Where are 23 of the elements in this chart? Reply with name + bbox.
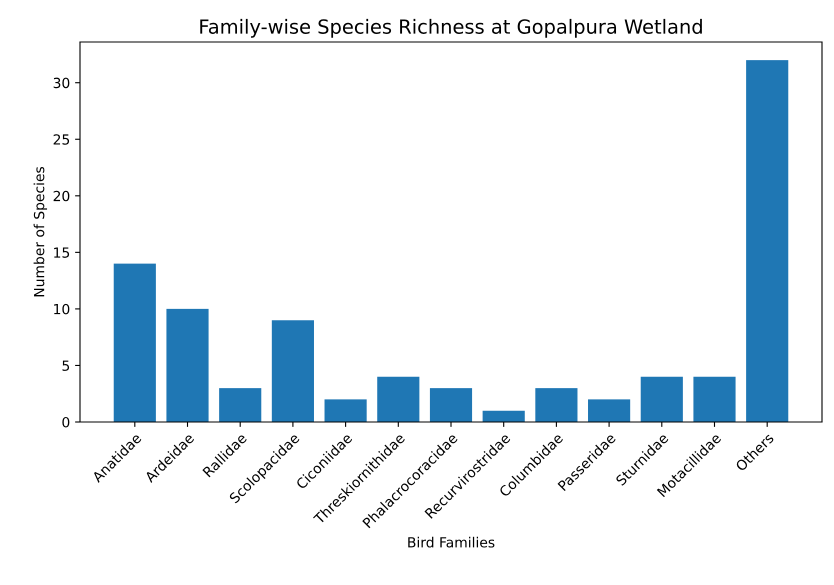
bar bbox=[746, 60, 788, 422]
y-tick-label: 10 bbox=[54, 304, 70, 314]
x-axis-title: Bird Families bbox=[408, 536, 494, 548]
bar bbox=[272, 320, 314, 422]
bar bbox=[166, 308, 209, 422]
y-tick-label: 15 bbox=[54, 248, 70, 258]
bar bbox=[377, 376, 420, 422]
bar bbox=[219, 388, 262, 422]
y-tick-label: 0 bbox=[62, 416, 70, 428]
bar bbox=[588, 399, 630, 422]
bar bbox=[482, 410, 525, 422]
bar bbox=[640, 376, 683, 422]
y-tick-label: 5 bbox=[62, 360, 70, 371]
y-tick-label: 25 bbox=[54, 134, 70, 145]
bar bbox=[535, 388, 578, 422]
y-tick-label: 30 bbox=[54, 78, 70, 88]
y-axis-title: Number of Species bbox=[34, 166, 48, 296]
y-tick-label: 20 bbox=[54, 190, 70, 202]
bar bbox=[693, 376, 736, 422]
bar bbox=[114, 264, 156, 422]
bar bbox=[324, 399, 367, 422]
chart-title: Family-wise Species Richness at Gopalpura Wetland bbox=[200, 18, 702, 38]
bar bbox=[430, 388, 472, 422]
